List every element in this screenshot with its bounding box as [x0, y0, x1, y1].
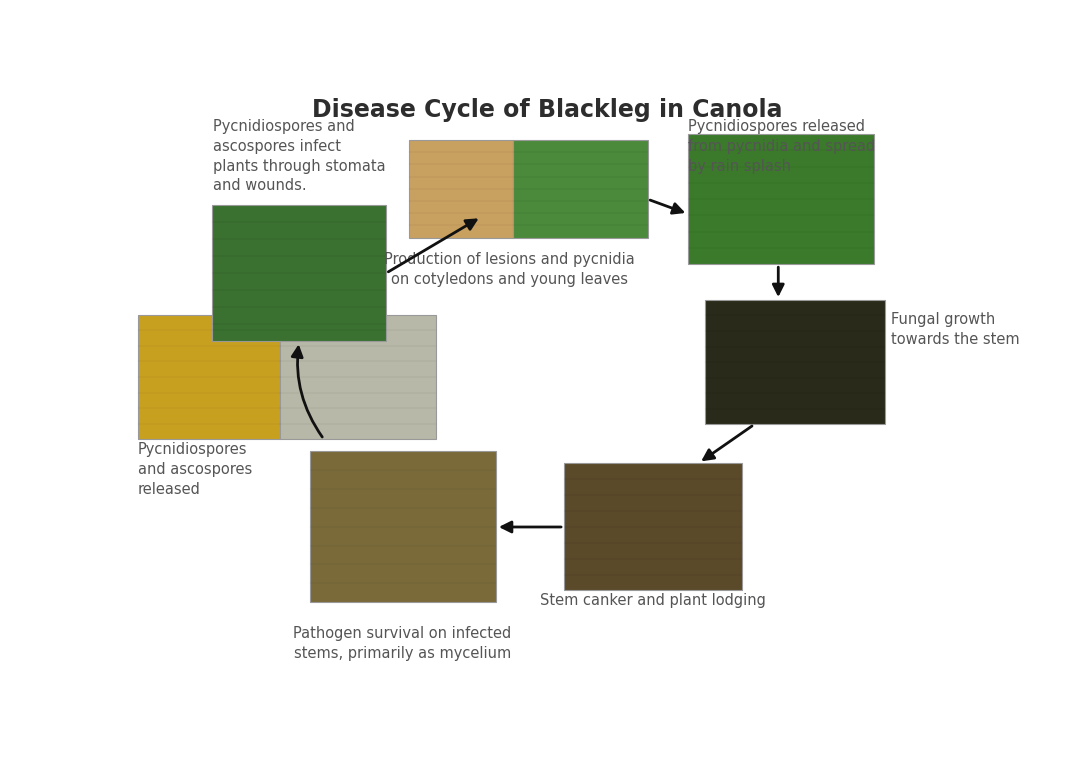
Text: Pathogen survival on infected
stems, primarily as mycelium: Pathogen survival on infected stems, pri… — [294, 626, 512, 661]
Bar — [688, 134, 875, 264]
Text: Pycnidiospores
and ascospores
released: Pycnidiospores and ascospores released — [138, 442, 252, 497]
Bar — [513, 140, 647, 238]
Text: Fungal growth
towards the stem: Fungal growth towards the stem — [891, 312, 1020, 346]
Bar — [280, 315, 436, 439]
Bar — [409, 140, 513, 238]
Bar — [310, 451, 496, 602]
Bar — [705, 300, 885, 424]
Text: Production of lesions and pycnidia
on cotyledons and young leaves: Production of lesions and pycnidia on co… — [383, 253, 634, 287]
Text: Pycnidiospores and
ascospores infect
plants through stomata
and wounds.: Pycnidiospores and ascospores infect pla… — [213, 119, 386, 193]
Bar — [138, 315, 280, 439]
Bar — [564, 463, 742, 591]
Text: Pycnidiospores released
from pycnidia and spread
by rain splash: Pycnidiospores released from pycnidia an… — [688, 119, 876, 174]
Bar — [213, 205, 386, 341]
Text: Disease Cycle of Blackleg in Canola: Disease Cycle of Blackleg in Canola — [312, 99, 783, 122]
Text: Stem canker and plant lodging: Stem canker and plant lodging — [540, 594, 766, 608]
